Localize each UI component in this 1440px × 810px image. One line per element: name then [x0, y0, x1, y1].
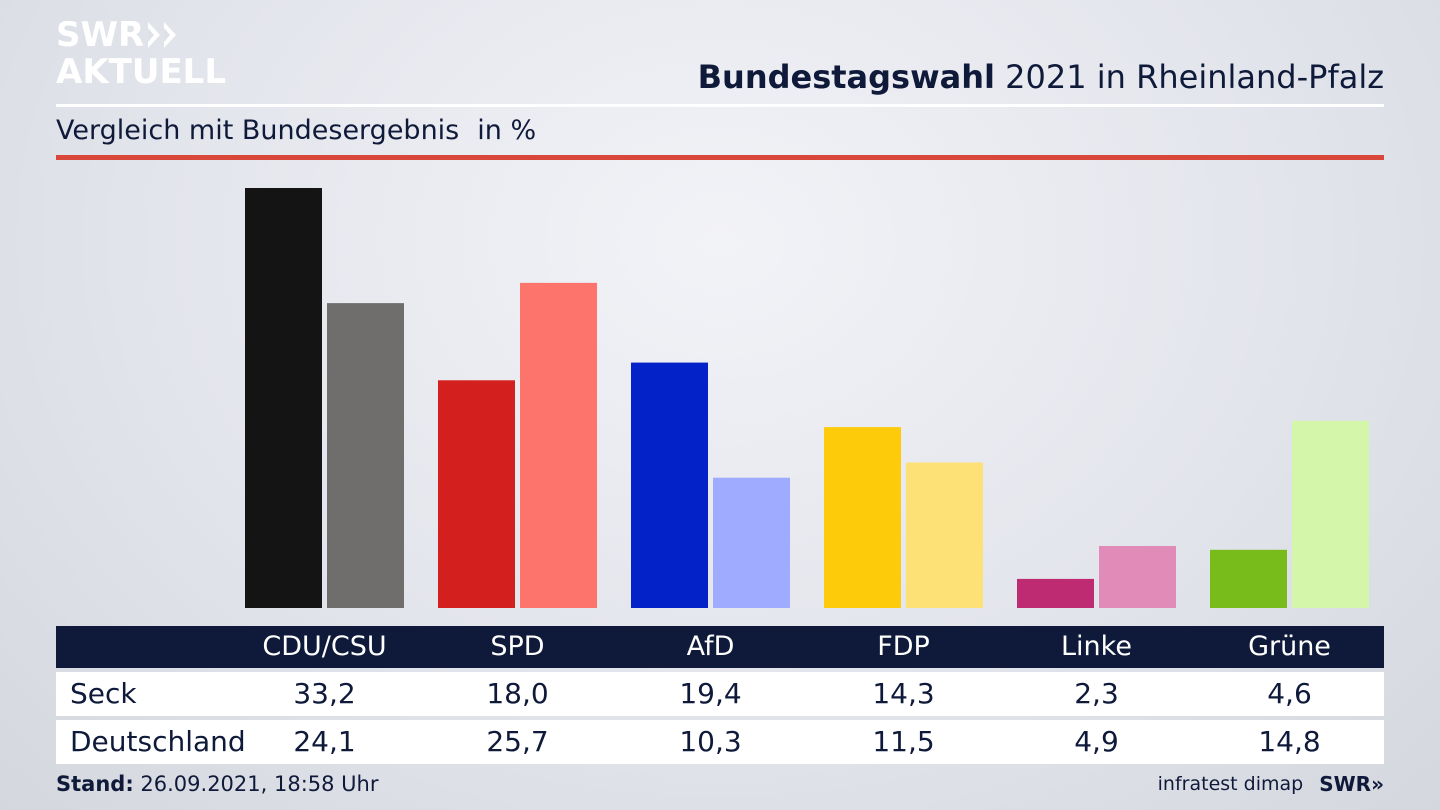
chevron-right-icon — [164, 22, 177, 48]
bar-spd-deutschland — [520, 282, 597, 608]
bar-gr-ne-deutschland — [1292, 420, 1369, 608]
source-credit: infratest dimap SWR» — [1158, 772, 1384, 796]
chevron-right-icon: » — [1371, 772, 1384, 796]
table-cell-value: 2,3 — [1074, 677, 1119, 710]
results-table: CDU/CSU SPD AfD FDP Linke Grüne Seck 33,2 18,0… — [56, 626, 1384, 764]
bar-linke-deutschland — [1099, 546, 1176, 608]
row-label-seck: Seck — [70, 677, 137, 710]
table-cell-value: 10,3 — [679, 725, 742, 758]
column-header: Grüne — [1248, 631, 1331, 662]
table-cell-value: 24,1 — [293, 725, 356, 758]
page-title: Bundestagswahl 2021 in Rheinland-Pfalz — [698, 58, 1384, 96]
column-header: FDP — [877, 631, 930, 662]
table-cell-value: 18,0 — [486, 677, 549, 710]
table-cell-value: 25,7 — [486, 725, 549, 758]
chevron-right-icon — [148, 22, 161, 48]
table-cell-value: 33,2 — [293, 677, 356, 710]
chart-subtitle: Vergleich mit Bundesergebnis in % — [56, 115, 536, 146]
table-cell-value: 14,3 — [872, 677, 935, 710]
table-cell-value: 4,6 — [1267, 677, 1312, 710]
unit-label: in % — [477, 115, 537, 146]
accent-divider — [56, 155, 1384, 160]
row-label-deutschland: Deutschland — [70, 725, 246, 758]
title-divider — [56, 104, 1384, 107]
bar-fdp-deutschland — [906, 462, 983, 608]
column-header: CDU/CSU — [262, 631, 387, 662]
title-rest: 2021 in Rheinland-Pfalz — [995, 58, 1384, 96]
logo-line1: SWR — [56, 15, 145, 55]
bar-chart — [245, 188, 1369, 608]
bar-gr-ne-seck — [1210, 549, 1287, 608]
table-header-row: CDU/CSU SPD AfD FDP Linke Grüne — [56, 626, 1384, 668]
table-cell-value: 19,4 — [679, 677, 742, 710]
bar-afd-deutschland — [713, 477, 790, 608]
swr-aktuell-logo: SWR AKTUELL — [56, 16, 226, 90]
subtitle-text: Vergleich mit Bundesergebnis — [56, 115, 460, 146]
bar-linke-seck — [1017, 578, 1094, 608]
stand-value: 26.09.2021, 18:58 Uhr — [133, 772, 379, 796]
timestamp: Stand: 26.09.2021, 18:58 Uhr — [56, 772, 379, 796]
swr-brand: SWR — [1319, 772, 1372, 796]
stand-label: Stand: — [56, 772, 134, 796]
title-bold: Bundestagswahl — [697, 58, 995, 96]
column-header: AfD — [686, 631, 735, 662]
table-row-seck: Seck 33,2 18,0 19,4 14,3 2,3 4,6 — [56, 672, 1384, 716]
table-row-deutschland: Deutschland 24,1 25,7 10,3 11,5 4,9 14,8 — [56, 720, 1384, 764]
column-header: Linke — [1061, 631, 1132, 662]
bar-afd-seck — [631, 362, 708, 608]
table-cell-value: 11,5 — [872, 725, 935, 758]
bar-cdu-csu-seck — [245, 188, 322, 608]
table-cell-value: 14,8 — [1258, 725, 1321, 758]
bar-spd-seck — [438, 380, 515, 608]
bar-cdu-csu-deutschland — [327, 303, 404, 608]
table-cell-value: 4,9 — [1074, 725, 1119, 758]
bar-fdp-seck — [824, 427, 901, 608]
logo-line2: AKTUELL — [56, 52, 227, 92]
column-header: SPD — [490, 631, 545, 662]
source-text: infratest dimap — [1157, 773, 1304, 795]
